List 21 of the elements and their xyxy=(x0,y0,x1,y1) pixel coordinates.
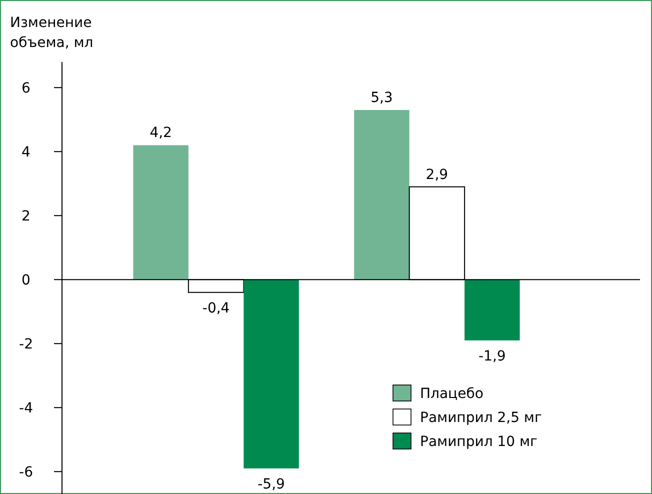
y-tick-label: -2 xyxy=(19,336,33,353)
data-label: 4,2 xyxy=(150,125,172,142)
data-label: 2,9 xyxy=(426,166,448,183)
bar xyxy=(354,110,410,280)
data-label: -1,9 xyxy=(478,348,506,364)
data-label: -0,4 xyxy=(202,300,230,316)
y-tick-label: 0 xyxy=(22,272,30,289)
bar xyxy=(244,280,299,468)
data-label: 5,3 xyxy=(370,90,393,106)
data-label: -5,9 xyxy=(258,476,285,492)
y-axis-title: Изменение объема, мл xyxy=(10,15,94,51)
bar xyxy=(464,280,520,340)
legend-label: Рамиприл 2,5 мг xyxy=(420,410,542,426)
y-tick-label: 6 xyxy=(22,80,31,97)
legend-label: Рамиприл 10 мг xyxy=(420,434,538,450)
y-tick-label: 2 xyxy=(22,208,30,225)
y-tick-label: -6 xyxy=(19,464,34,481)
legend-label: Плацебо xyxy=(420,386,484,402)
bar xyxy=(133,145,188,280)
y-tick-label: 4 xyxy=(22,144,31,161)
y-tick-label: -4 xyxy=(19,400,34,417)
